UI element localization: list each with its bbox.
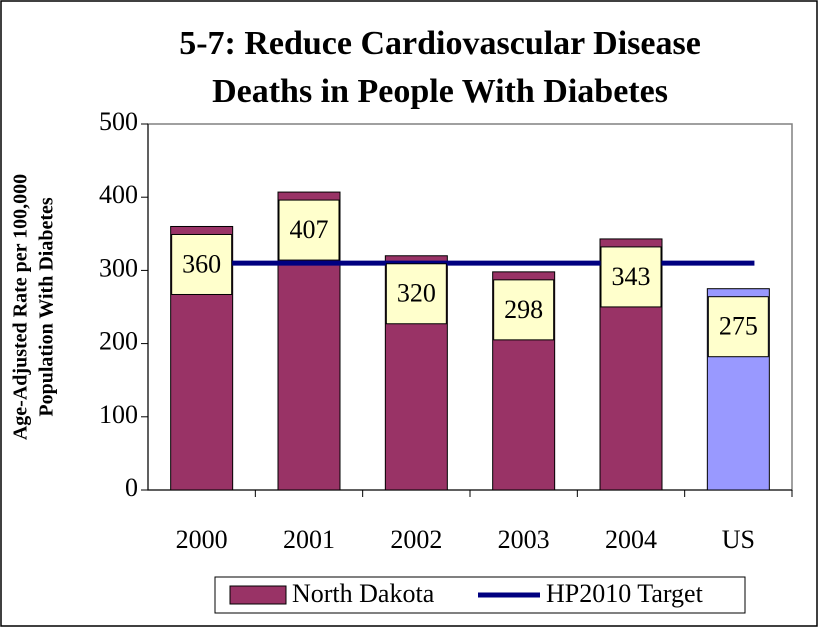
- value-label: 343: [612, 262, 651, 291]
- x-tick-label: 2002: [390, 525, 442, 554]
- value-label: 298: [504, 295, 543, 324]
- y-tick-label: 500: [99, 107, 138, 136]
- x-tick-label: 2001: [283, 525, 335, 554]
- value-label-box: [385, 263, 447, 325]
- legend-label: HP2010 Target: [546, 579, 704, 608]
- y-tick-label: 200: [99, 327, 138, 356]
- chart-title: Deaths in People With Diabetes: [212, 73, 668, 110]
- plot-area: [147, 123, 793, 491]
- x-tick-label: 2003: [498, 525, 550, 554]
- y-axis-label: Age-Adjusted Rate per 100,000: [10, 174, 32, 440]
- chart-title: 5-7: Reduce Cardiovascular Disease: [179, 25, 701, 62]
- value-label-box: [493, 279, 555, 341]
- x-tick-label: 2004: [605, 525, 657, 554]
- y-axis-label: Population With Diabetes: [36, 197, 58, 417]
- value-label: 320: [397, 279, 436, 308]
- value-label-box: [707, 296, 769, 358]
- y-tick-label: 400: [99, 180, 138, 209]
- y-tick-label: 0: [125, 473, 138, 502]
- value-label-box: [600, 246, 662, 308]
- value-label: 407: [290, 215, 329, 244]
- x-tick-label: US: [722, 525, 755, 554]
- legend-swatch: [229, 585, 287, 605]
- value-label-box: [171, 233, 233, 295]
- value-label: 360: [182, 249, 221, 278]
- y-tick-label: 300: [99, 253, 138, 282]
- legend-label: North Dakota: [292, 579, 435, 608]
- value-label-box: [278, 199, 340, 261]
- y-tick-label: 100: [99, 400, 138, 429]
- value-label: 275: [719, 312, 758, 341]
- x-tick-label: 2000: [176, 525, 228, 554]
